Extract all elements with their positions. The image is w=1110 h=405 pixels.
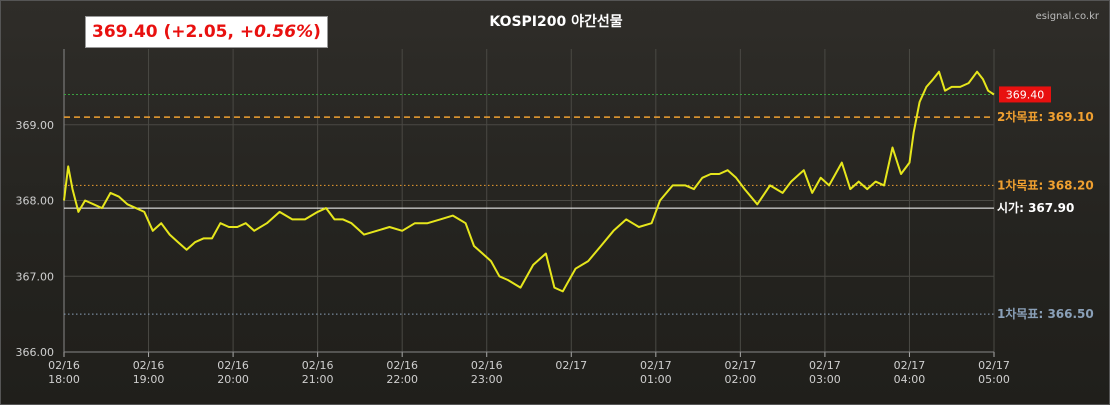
x-tick-label-date: 02/16 xyxy=(133,359,165,372)
x-tick-label-time: 01:00 xyxy=(640,373,672,386)
x-tick-label-date: 02/16 xyxy=(302,359,334,372)
reference-line-label: 1차목표: 366.50 xyxy=(997,306,1094,321)
reference-line-value: 366.50 xyxy=(1047,307,1093,321)
reference-line-name: 1차목표: xyxy=(997,306,1047,321)
current-value-label: 369.40 xyxy=(1006,88,1045,101)
y-tick-label: 366.00 xyxy=(16,346,55,359)
reference-line-label: 시가: 367.90 xyxy=(997,200,1074,215)
reference-line-name: 시가: xyxy=(997,200,1028,215)
x-tick-label-date: 02/17 xyxy=(809,359,841,372)
reference-line-name: 1차목표: xyxy=(997,177,1047,192)
reference-line-label: 1차목표: 368.20 xyxy=(997,177,1094,192)
x-tick-label-time: 19:00 xyxy=(133,373,165,386)
x-tick-label-date: 02/17 xyxy=(894,359,926,372)
x-tick-label-time: 20:00 xyxy=(217,373,249,386)
x-tick-label-date: 02/17 xyxy=(725,359,757,372)
x-tick-label-time: 02:00 xyxy=(725,373,757,386)
price-change: (+2.05, xyxy=(163,22,234,42)
brand-label: esignal.co.kr xyxy=(1035,11,1099,22)
reference-line-label: 2차목표: 369.10 xyxy=(997,109,1094,124)
price-series-line xyxy=(63,70,995,293)
reference-line-name: 2차목표: xyxy=(997,109,1047,124)
x-tick-label-date: 02/17 xyxy=(555,359,587,372)
reference-line-value: 368.20 xyxy=(1047,178,1093,192)
price-change-percent: +0.56% xyxy=(239,22,314,42)
chart-title: KOSPI200 야간선물 xyxy=(489,14,623,30)
reference-line-value: 369.10 xyxy=(1047,110,1093,124)
current-price: 369.40 xyxy=(92,22,158,42)
x-tick-label-time: 23:00 xyxy=(471,373,503,386)
x-tick-label-date: 02/17 xyxy=(640,359,672,372)
x-tick-label-date: 02/16 xyxy=(48,359,80,372)
x-tick-label-date: 02/17 xyxy=(978,359,1010,372)
current-value-badge xyxy=(999,86,1051,103)
reference-line-value: 367.90 xyxy=(1028,201,1074,215)
y-tick-label: 368.00 xyxy=(16,195,55,208)
price-change-close: ) xyxy=(313,22,321,42)
x-tick-label-time: 22:00 xyxy=(386,373,418,386)
x-tick-label-date: 02/16 xyxy=(471,359,503,372)
x-tick-label-date: 02/16 xyxy=(386,359,418,372)
price-summary-box: 369.40 (+2.05, +0.56%) xyxy=(85,16,328,48)
x-tick-label-date: 02/16 xyxy=(217,359,249,372)
y-tick-label: 367.00 xyxy=(16,270,55,283)
x-tick-label-time: 04:00 xyxy=(894,373,926,386)
x-tick-label-time: 03:00 xyxy=(809,373,841,386)
x-tick-label-time: 21:00 xyxy=(302,373,334,386)
x-tick-label-time: 05:00 xyxy=(978,373,1010,386)
x-tick-label-time: 18:00 xyxy=(48,373,80,386)
y-tick-label: 369.00 xyxy=(16,119,55,132)
